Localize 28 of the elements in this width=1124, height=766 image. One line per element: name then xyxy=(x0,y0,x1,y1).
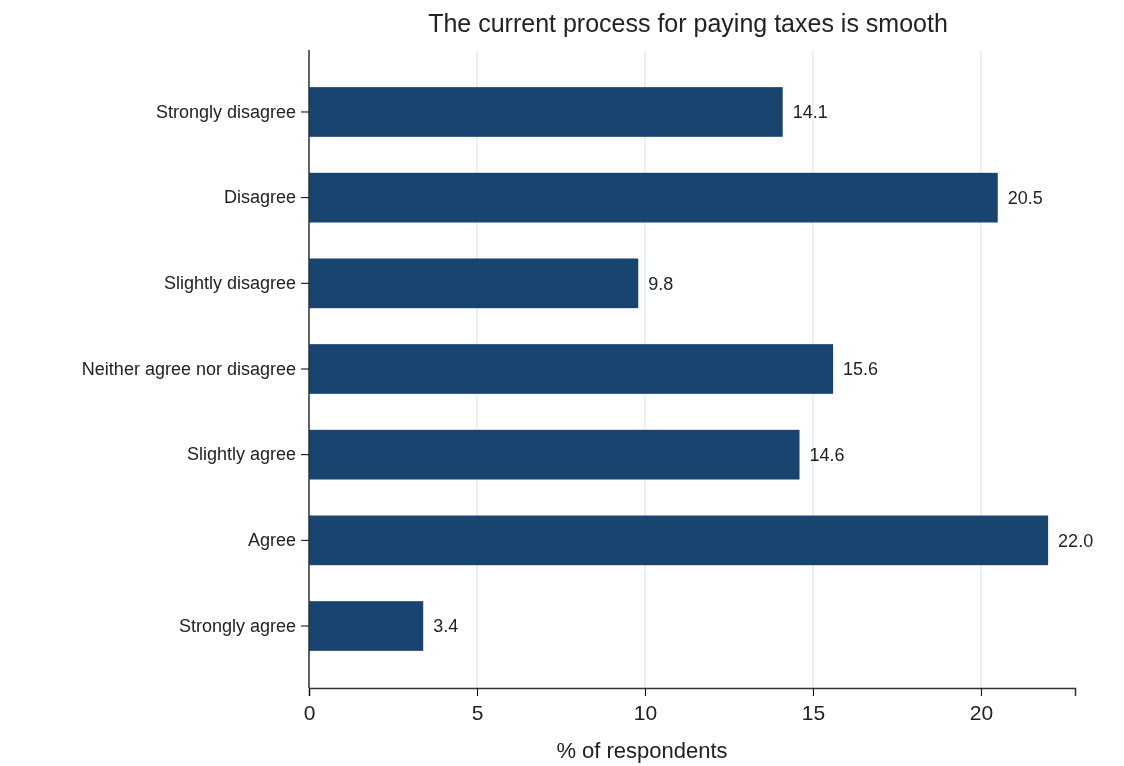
data-label: 22.0 xyxy=(1058,530,1094,551)
y-tick-label: Slightly disagree xyxy=(163,273,296,294)
bar xyxy=(309,515,1049,566)
x-tick-label: 15 xyxy=(801,701,826,724)
y-tick-label: Neither agree nor disagree xyxy=(81,358,296,379)
bar xyxy=(309,601,424,651)
data-label: 14.6 xyxy=(809,444,845,465)
bar xyxy=(309,429,800,480)
x-tick-label: 5 xyxy=(471,701,484,724)
y-tick-label: Disagree xyxy=(223,187,296,208)
x-tick-label: 0 xyxy=(303,701,316,724)
data-label: 20.5 xyxy=(1007,187,1043,208)
chart-title: The current process for paying taxes is smooth xyxy=(428,9,948,37)
y-tick-label: Strongly disagree xyxy=(155,101,296,122)
data-label: 3.4 xyxy=(433,616,459,637)
bar xyxy=(309,87,783,137)
y-tick-label: Strongly agree xyxy=(178,615,296,636)
bar xyxy=(309,344,834,394)
x-axis-title: % of respondents xyxy=(556,738,728,763)
data-label: 14.1 xyxy=(792,102,828,123)
x-tick-label: 20 xyxy=(969,701,994,724)
y-tick-label: Agree xyxy=(247,530,296,551)
bar xyxy=(309,172,998,223)
bar xyxy=(309,258,639,309)
data-label: 9.8 xyxy=(648,273,674,294)
data-label: 15.6 xyxy=(843,359,879,380)
x-tick-label: 10 xyxy=(633,701,658,724)
y-tick-label: Slightly agree xyxy=(186,444,296,465)
